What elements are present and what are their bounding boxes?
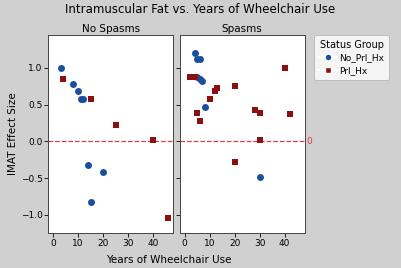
Point <box>186 75 193 79</box>
Point <box>194 75 200 79</box>
Point <box>165 216 172 221</box>
Point <box>191 75 198 79</box>
Point <box>214 86 220 91</box>
Point <box>150 138 156 142</box>
Point <box>201 105 208 109</box>
Title: Spasms: Spasms <box>222 24 263 34</box>
Point <box>60 77 66 81</box>
Point <box>80 97 86 102</box>
Point <box>75 89 81 94</box>
Point <box>191 51 198 55</box>
Point <box>282 66 288 70</box>
Point <box>196 57 203 61</box>
Point <box>100 170 106 174</box>
Point <box>207 96 213 101</box>
Point <box>257 111 263 116</box>
Title: No Spasms: No Spasms <box>82 24 140 34</box>
Point <box>87 96 94 101</box>
Point <box>70 82 76 86</box>
Point <box>251 108 258 113</box>
Point <box>85 163 91 167</box>
Point <box>196 119 203 123</box>
Point <box>211 89 218 94</box>
Point <box>257 174 263 179</box>
Point <box>77 96 84 101</box>
Point <box>194 111 200 116</box>
Point <box>231 84 238 88</box>
Text: Years of Wheelchair Use: Years of Wheelchair Use <box>106 255 231 265</box>
Point <box>196 77 203 81</box>
Text: 0: 0 <box>307 137 312 146</box>
Point <box>231 160 238 164</box>
Point <box>257 138 263 142</box>
Point <box>113 123 119 127</box>
Text: Intramuscular Fat vs. Years of Wheelchair Use: Intramuscular Fat vs. Years of Wheelchai… <box>65 3 336 16</box>
Point <box>194 57 200 61</box>
Y-axis label: IMAT Effect Size: IMAT Effect Size <box>8 93 18 175</box>
Point <box>199 79 205 83</box>
Point <box>287 112 293 116</box>
Legend: No_PrI_Hx, PrI_Hx: No_PrI_Hx, PrI_Hx <box>314 35 389 80</box>
Point <box>87 199 94 204</box>
Point <box>57 66 64 70</box>
